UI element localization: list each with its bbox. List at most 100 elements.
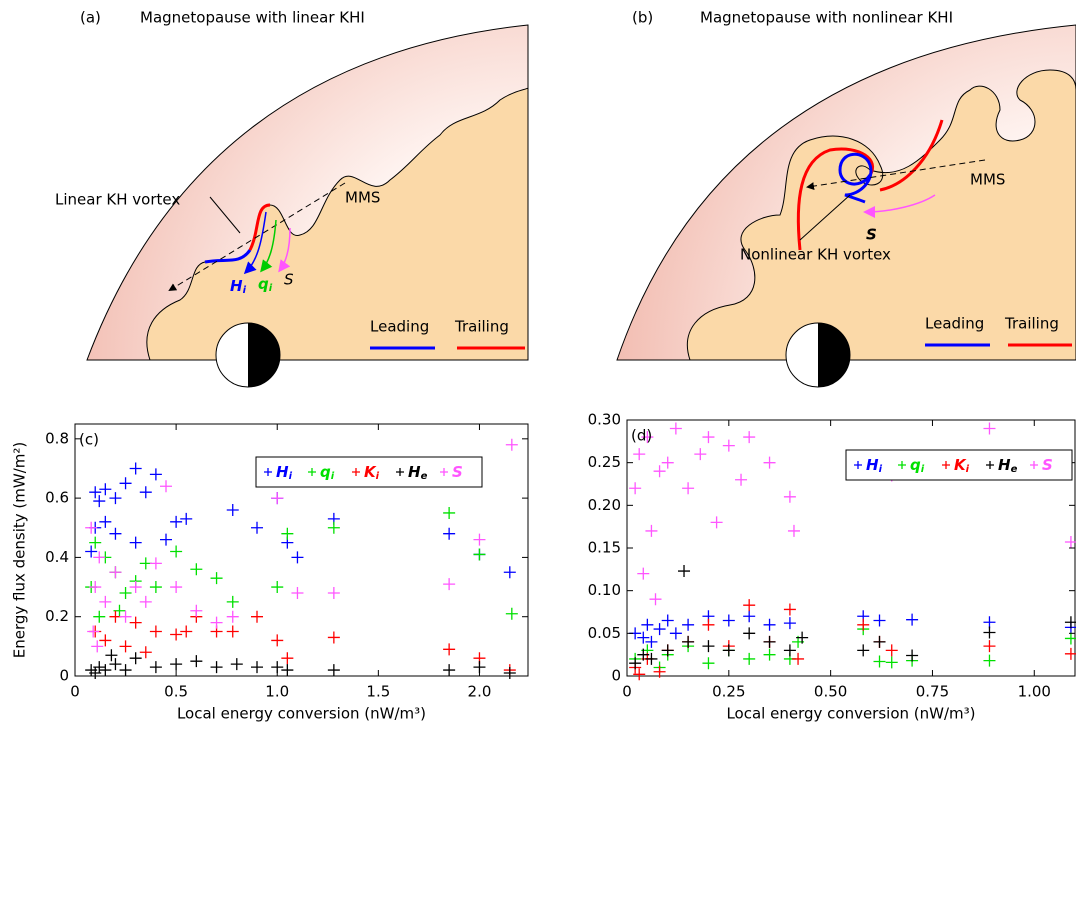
magnetosphere [146, 87, 529, 361]
legend-marker [308, 468, 316, 476]
point [87, 625, 100, 638]
y-tick-label: 0.15 [588, 539, 621, 557]
point [85, 521, 98, 534]
panel-title: Magnetopause with linear KHI [140, 9, 365, 27]
point [291, 586, 304, 599]
trailing-edge [796, 147, 874, 251]
arrow-name: H [230, 277, 243, 295]
point [857, 644, 870, 657]
x-tick-label: 0.25 [712, 683, 745, 701]
point [637, 631, 650, 644]
point [443, 664, 456, 677]
pointer [209, 196, 241, 234]
point [629, 657, 642, 670]
point [906, 613, 919, 626]
point [473, 533, 486, 546]
point [170, 515, 183, 528]
point [792, 652, 805, 665]
point [722, 439, 735, 452]
point [796, 631, 809, 644]
point [503, 566, 516, 579]
arrow [863, 194, 936, 218]
trailing-label: Trailing [454, 318, 509, 336]
arrow [260, 219, 277, 273]
point [702, 657, 715, 670]
point [129, 462, 142, 475]
point [226, 503, 239, 516]
legend-marker [1030, 461, 1038, 469]
point [190, 604, 203, 617]
legend-name: q [910, 456, 921, 474]
point [653, 665, 666, 678]
panel-title: Magnetopause with nonlinear KHI [700, 9, 953, 27]
legend-name: H [998, 456, 1011, 474]
vortex-label: Nonlinear KH vortex [740, 246, 891, 264]
point [787, 524, 800, 537]
point [129, 581, 142, 594]
point [443, 527, 456, 540]
vortex-label: Linear KH vortex [55, 191, 180, 209]
x-tick-label: 1.0 [265, 683, 289, 701]
legend-marker [986, 461, 994, 469]
point [251, 610, 264, 623]
point [93, 551, 106, 564]
y-tick-label: 0.4 [45, 548, 69, 566]
x-tick-label: 0 [70, 683, 80, 701]
legend-entry: qi [910, 456, 925, 476]
legend-name: S [452, 463, 463, 481]
point [906, 649, 919, 662]
point [983, 422, 996, 435]
x-tick-label: 0.50 [814, 683, 847, 701]
trailing-edge [248, 203, 271, 251]
legend-sub: i [331, 471, 335, 482]
y-tick-label: 0.30 [588, 411, 621, 429]
y-axis-label: Energy flux density (mW/m²) [11, 442, 29, 658]
point [743, 431, 756, 444]
point [722, 614, 735, 627]
point [678, 565, 691, 578]
point [210, 572, 223, 585]
point [149, 468, 162, 481]
point [669, 627, 682, 640]
point [694, 448, 707, 461]
legend-marker [440, 468, 448, 476]
legend-name: H [276, 463, 289, 481]
point [281, 664, 294, 677]
point [633, 668, 646, 681]
point [682, 482, 695, 495]
point [149, 625, 162, 638]
legend-entry: qi [320, 463, 335, 483]
trailing-edge [879, 119, 944, 192]
point [226, 610, 239, 623]
x-axis-label: Local energy conversion (nW/m³) [177, 705, 426, 723]
point [109, 492, 122, 505]
point [503, 667, 516, 680]
point [885, 656, 898, 669]
point [783, 644, 796, 657]
point [983, 654, 996, 667]
point [119, 586, 132, 599]
legend-entry: Ki [364, 463, 380, 483]
legend-sub: i [921, 464, 925, 475]
arrow-sub: i [269, 283, 273, 294]
x-tick-label: 1.5 [366, 683, 390, 701]
point [91, 640, 104, 653]
point [170, 658, 183, 671]
point [291, 551, 304, 564]
point [139, 646, 152, 659]
point [210, 616, 223, 629]
point [93, 495, 106, 508]
y-tick-label: 0.20 [588, 496, 621, 514]
mms-path [168, 182, 346, 292]
point [633, 448, 646, 461]
point [983, 626, 996, 639]
diagram-a: (a) Magnetopause with linear KHI Linear … [55, 9, 529, 388]
legend-sub: i [376, 471, 380, 482]
legend-entry: He [998, 456, 1018, 476]
leading-label: Leading [370, 318, 429, 336]
point [735, 473, 748, 486]
legend-marker [352, 468, 360, 476]
legend-marker [264, 468, 272, 476]
x-tick-label: 0 [622, 683, 632, 701]
